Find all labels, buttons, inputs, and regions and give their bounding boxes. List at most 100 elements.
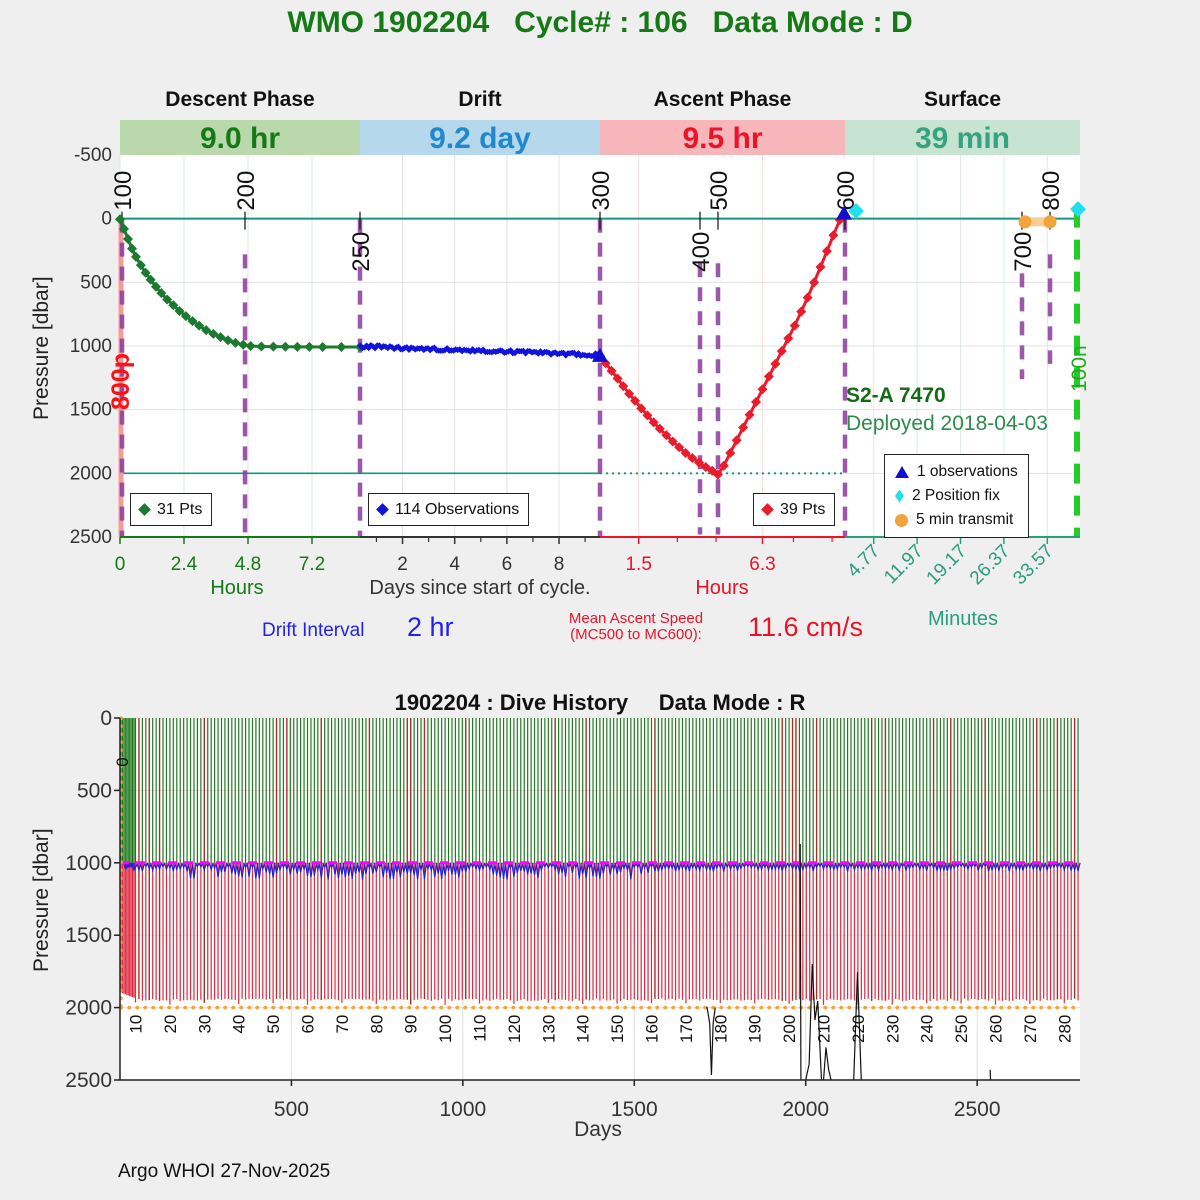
blue-triangle-icon (895, 466, 909, 478)
svg-text:280: 280 (1055, 1015, 1074, 1043)
svg-text:270: 270 (1021, 1015, 1040, 1043)
svg-text:0: 0 (101, 209, 112, 230)
svg-text:1500: 1500 (70, 400, 112, 421)
legend-position-fix-row: 2 Position fix (895, 485, 1000, 507)
svg-text:200: 200 (780, 1015, 799, 1043)
phase-title-ascent: Ascent Phase (653, 88, 792, 111)
drift-interval-label: Drift Interval (262, 620, 365, 641)
ascent-speed-label-1: Mean Ascent Speed (568, 610, 704, 627)
svg-text:220: 220 (849, 1015, 868, 1043)
svg-text:30: 30 (195, 1015, 214, 1034)
drift-axis-unit: Days since start of cycle. (369, 577, 591, 599)
legend-ascent: 39 Pts (753, 493, 836, 526)
svg-text:500: 500 (706, 171, 733, 211)
svg-text:170: 170 (677, 1015, 696, 1043)
svg-text:1500: 1500 (65, 924, 112, 947)
legend-position-fix-label: 2 Position fix (912, 487, 1000, 504)
svg-text:2500: 2500 (954, 1098, 1001, 1121)
svg-text:4.77: 4.77 (843, 541, 884, 582)
svg-text:210: 210 (815, 1015, 834, 1043)
dive-history-title: 1902204 : Dive History Data Mode : R (394, 690, 806, 715)
svg-text:1000: 1000 (70, 336, 112, 357)
phase-title-descent: Descent Phase (165, 88, 315, 111)
legend-descent-label: 31 Pts (157, 500, 203, 518)
svg-text:4: 4 (449, 554, 460, 575)
legend-descent: 31 Pts (130, 493, 213, 526)
svg-text:6.3: 6.3 (749, 554, 775, 575)
svg-text:2500: 2500 (70, 527, 112, 548)
svg-text:260: 260 (987, 1015, 1006, 1043)
svg-text:0: 0 (115, 554, 126, 575)
red-diamond-icon (761, 503, 774, 516)
svg-text:2500: 2500 (65, 1069, 112, 1092)
svg-text:500: 500 (274, 1098, 309, 1121)
svg-text:90: 90 (402, 1015, 421, 1034)
svg-text:240: 240 (918, 1015, 937, 1043)
svg-text:1.5: 1.5 (625, 554, 651, 575)
svg-text:1500: 1500 (611, 1098, 658, 1121)
legend-observations-label: 1 observations (917, 463, 1018, 480)
svg-text:300: 300 (588, 171, 615, 211)
legend-transmit-label: 5 min transmit (916, 511, 1014, 528)
ascent-speed-value: 11.6 cm/s (748, 612, 864, 642)
credit-text: Argo WHOI 27-Nov-2025 (118, 1161, 331, 1182)
phase-duration-ascent: 9.5 hr (682, 122, 763, 155)
svg-text:100: 100 (436, 1015, 455, 1043)
svg-text:26.37: 26.37 (966, 541, 1014, 589)
svg-text:11.97: 11.97 (880, 541, 927, 588)
blue-diamond-icon (376, 503, 389, 516)
legend-drift: 114 Observations (368, 493, 530, 526)
phase-band-descent: 9.0 hr (120, 120, 360, 158)
phase-title-surface: Surface (923, 88, 1002, 111)
phase-duration-descent: 9.0 hr (199, 122, 281, 155)
svg-text:2: 2 (397, 554, 408, 575)
phase-duration-drift: 9.2 day (429, 122, 531, 155)
svg-text:50: 50 (264, 1015, 283, 1034)
drift-interval-value: 2 hr (407, 612, 454, 642)
svg-text:120: 120 (505, 1015, 524, 1043)
svg-text:700: 700 (1010, 232, 1037, 272)
orange-circle-icon (895, 513, 908, 527)
svg-text:140: 140 (574, 1015, 593, 1043)
svg-text:100n: 100n (1068, 345, 1091, 392)
svg-text:400: 400 (688, 232, 715, 272)
svg-text:200: 200 (233, 171, 260, 211)
svg-text:6: 6 (502, 554, 513, 575)
deployed-label: Deployed 2018-04-03 (846, 412, 1048, 435)
days-xlabel: Days (574, 1118, 622, 1141)
float-id-label: S2-A 7470 (846, 384, 946, 407)
phase-duration-surface: 39 min (914, 122, 1011, 155)
svg-text:2000: 2000 (782, 1098, 829, 1121)
phase-title-drift: Drift (458, 88, 502, 111)
ascent-axis-unit: Hours (695, 577, 749, 599)
svg-text:190: 190 (746, 1015, 765, 1043)
legend-ascent-label: 39 Pts (780, 500, 826, 518)
surface-axis-unit: Minutes (927, 608, 999, 630)
legend-drift-label: 114 Observations (395, 500, 520, 518)
svg-text:130: 130 (539, 1015, 558, 1043)
svg-text:110: 110 (471, 1015, 490, 1042)
phase-band-drift: 9.2 day (360, 120, 600, 158)
svg-text:800: 800 (1038, 171, 1065, 211)
green-diamond-icon (138, 503, 151, 516)
svg-text:100: 100 (110, 171, 137, 211)
svg-text:70: 70 (333, 1015, 352, 1034)
legend-transmit-row: 5 min transmit (895, 509, 1013, 531)
svg-text:160: 160 (643, 1015, 662, 1043)
svg-text:1000: 1000 (439, 1098, 486, 1121)
svg-text:230: 230 (883, 1015, 902, 1043)
svg-text:150: 150 (608, 1015, 627, 1043)
cyan-diamond-icon (895, 489, 904, 503)
svg-text:1000: 1000 (65, 852, 112, 875)
legend-observations-row: 1 observations (895, 461, 1018, 483)
svg-text:8: 8 (554, 554, 565, 575)
svg-text:10: 10 (127, 1015, 146, 1034)
svg-text:33.57: 33.57 (1009, 541, 1057, 589)
page-title: WMO 1902204 Cycle# : 106 Data Mode : D (287, 6, 913, 39)
svg-text:2.4: 2.4 (171, 554, 198, 575)
phase-band-surface: 39 min (845, 120, 1080, 158)
svg-text:2000: 2000 (65, 997, 112, 1020)
svg-text:0: 0 (100, 707, 112, 730)
